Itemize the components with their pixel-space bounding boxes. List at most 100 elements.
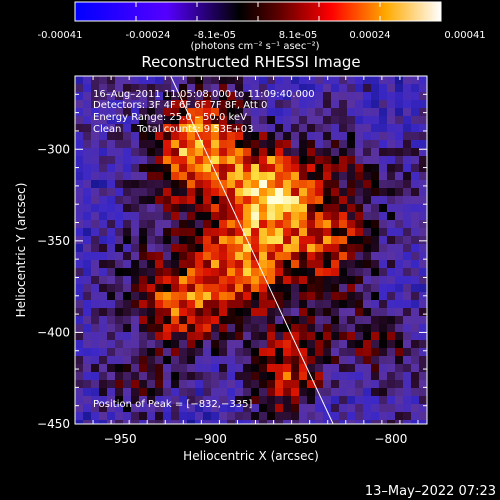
heatmap-cell — [195, 348, 204, 357]
heatmap-cell — [115, 356, 124, 365]
heatmap-cell — [315, 420, 324, 424]
heatmap-cell — [323, 108, 332, 117]
heatmap-cell — [227, 340, 236, 349]
heatmap-cell — [99, 372, 108, 381]
heatmap-cell — [99, 148, 108, 157]
heatmap-cell — [315, 148, 324, 157]
heatmap-cell — [355, 380, 364, 389]
heatmap-cell — [243, 124, 252, 133]
heatmap-cell — [123, 308, 132, 317]
heatmap-cell — [347, 220, 356, 229]
heatmap-cell — [339, 364, 348, 373]
heatmap-cell — [227, 228, 236, 237]
heatmap-cell — [315, 396, 324, 405]
heatmap-cell — [195, 92, 204, 101]
heatmap-cell — [163, 180, 172, 189]
heatmap-cell — [411, 124, 420, 133]
heatmap-cell — [203, 388, 212, 397]
heatmap-cell — [379, 116, 388, 125]
heatmap-cell — [203, 396, 212, 405]
heatmap-cell — [419, 124, 427, 133]
heatmap-cell — [83, 268, 92, 277]
heatmap-cell — [179, 244, 188, 253]
heatmap-cell — [307, 316, 316, 325]
heatmap-cell — [251, 268, 260, 277]
heatmap-cell — [115, 388, 124, 397]
heatmap-cell — [91, 404, 100, 413]
heatmap-cell — [403, 140, 412, 149]
heatmap-cell — [291, 148, 300, 157]
heatmap-cell — [219, 148, 228, 157]
heatmap-cell — [203, 372, 212, 381]
heatmap-cell — [299, 164, 308, 173]
heatmap-cell — [339, 188, 348, 197]
heatmap-cell — [91, 92, 100, 101]
heatmap-cell — [115, 332, 124, 341]
heatmap-cell — [395, 236, 404, 245]
heatmap-cell — [323, 172, 332, 181]
heatmap-cell — [219, 244, 228, 253]
detectors-annotation: Detectors: 3F 4F 6F 6F 7F 8F, Att 0 — [93, 100, 267, 111]
heatmap-cell — [75, 260, 84, 269]
heatmap-cell — [131, 100, 140, 109]
heatmap-cell — [259, 204, 268, 213]
heatmap-cell — [227, 204, 236, 213]
heatmap-cell — [419, 84, 427, 93]
heatmap-cell — [403, 132, 412, 141]
heatmap-cell — [123, 316, 132, 325]
heatmap-cell — [91, 164, 100, 173]
heatmap-cell — [323, 284, 332, 293]
heatmap-cell — [243, 172, 252, 181]
heatmap-cell — [155, 140, 164, 149]
heatmap-cell — [99, 268, 108, 277]
heatmap-cell — [339, 420, 348, 424]
heatmap-cell — [131, 156, 140, 165]
heatmap-cell — [235, 252, 244, 261]
heatmap-cell — [155, 308, 164, 317]
heatmap-cell — [291, 116, 300, 125]
heatmap-cell — [187, 412, 196, 421]
heatmap-cell — [379, 252, 388, 261]
heatmap-cell — [155, 204, 164, 213]
heatmap-cell — [219, 308, 228, 317]
heatmap-cell — [123, 76, 132, 85]
colorbar-tick-label: 0.00041 — [444, 30, 485, 41]
heatmap-cell — [163, 356, 172, 365]
heatmap-cell — [387, 260, 396, 269]
heatmap-cell — [147, 220, 156, 229]
heatmap-cell — [91, 84, 100, 93]
heatmap-cell — [379, 84, 388, 93]
heatmap-cell — [395, 276, 404, 285]
heatmap-cell — [339, 300, 348, 309]
heatmap-cell — [203, 140, 212, 149]
heatmap-cell — [371, 236, 380, 245]
heatmap-cell — [163, 404, 172, 413]
heatmap-cell — [147, 204, 156, 213]
heatmap-cell — [363, 420, 372, 424]
heatmap-cell — [299, 268, 308, 277]
heatmap-cell — [131, 212, 140, 221]
heatmap-cell — [347, 172, 356, 181]
heatmap-cell — [75, 308, 84, 317]
heatmap-cell — [195, 180, 204, 189]
heatmap-cell — [411, 100, 420, 109]
heatmap-cell — [339, 100, 348, 109]
heatmap-cell — [227, 108, 236, 117]
heatmap-cell — [275, 76, 284, 85]
heatmap-cell — [219, 260, 228, 269]
heatmap-cell — [179, 412, 188, 421]
heatmap-cell — [419, 316, 427, 325]
heatmap-cell — [131, 180, 140, 189]
heatmap-cell — [267, 364, 276, 373]
heatmap-cell — [227, 220, 236, 229]
heatmap-cell — [123, 332, 132, 341]
heatmap-cell — [131, 380, 140, 389]
heatmap-cell — [291, 180, 300, 189]
heatmap-cell — [331, 108, 340, 117]
heatmap-cell — [387, 332, 396, 341]
heatmap-cell — [179, 364, 188, 373]
heatmap-cell — [131, 420, 140, 424]
heatmap-cell — [331, 364, 340, 373]
heatmap-cell — [259, 220, 268, 229]
heatmap-cell — [211, 308, 220, 317]
